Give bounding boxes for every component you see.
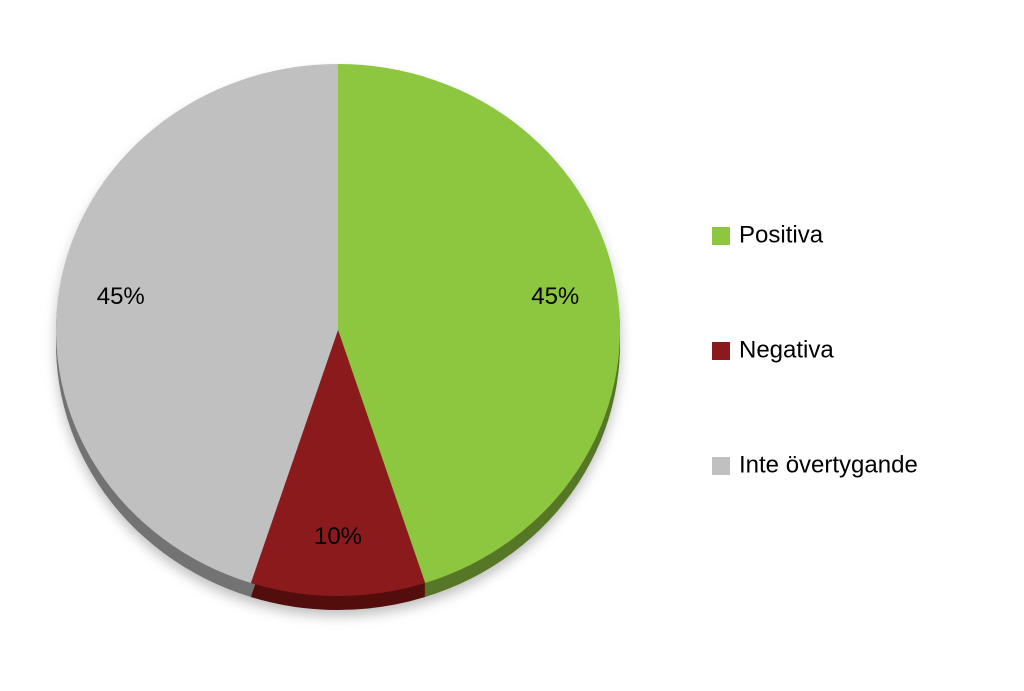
legend-label: Negativa bbox=[739, 336, 834, 363]
value-label: 10% bbox=[314, 523, 362, 550]
value-label: 45% bbox=[531, 283, 579, 310]
legend-swatch bbox=[712, 342, 730, 360]
pie bbox=[56, 64, 620, 596]
value-labels: 45% 10% 45% bbox=[97, 283, 580, 550]
legend: Positiva Negativa Inte övertygande bbox=[712, 221, 918, 478]
slice bbox=[338, 64, 620, 583]
legend-label: Inte övertygande bbox=[739, 451, 918, 478]
slice bbox=[56, 64, 338, 583]
slice bbox=[250, 330, 426, 596]
value-label: 45% bbox=[97, 283, 145, 310]
legend-swatch bbox=[712, 227, 730, 245]
legend-label: Positiva bbox=[739, 221, 824, 248]
legend-swatch bbox=[712, 457, 730, 475]
